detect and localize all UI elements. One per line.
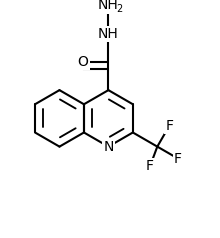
Text: N: N <box>103 140 114 154</box>
Text: 2: 2 <box>117 4 123 14</box>
Text: NH: NH <box>98 27 119 41</box>
Text: F: F <box>165 119 173 133</box>
Text: F: F <box>146 159 154 173</box>
Text: F: F <box>174 152 182 166</box>
Text: NH: NH <box>98 0 119 12</box>
Text: O: O <box>77 55 88 69</box>
